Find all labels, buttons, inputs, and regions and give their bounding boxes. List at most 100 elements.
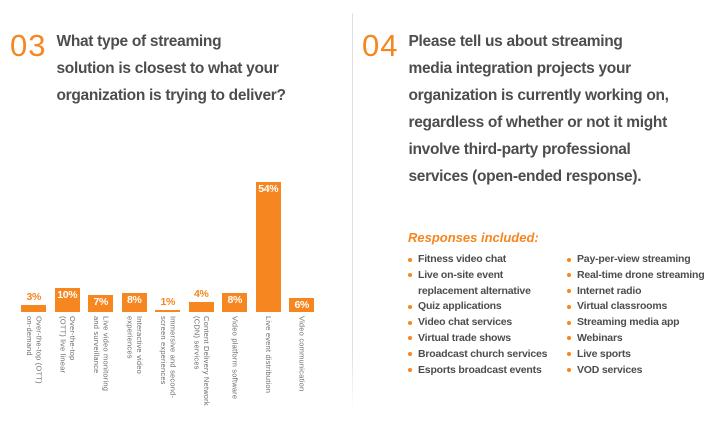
response-item-text: Virtual trade shows	[418, 331, 511, 344]
bar-value-label: 6%	[294, 299, 310, 311]
response-item-text: Esports broadcast events	[418, 363, 542, 376]
bullet-icon	[567, 273, 571, 278]
bar-cell: 3%	[17, 291, 51, 312]
bullet-icon	[408, 336, 412, 341]
question-03-header: 03 What type of streaming solution is cl…	[10, 30, 286, 109]
response-item: Live on-site event replacement alternati…	[408, 268, 567, 300]
bar-8: 54%	[255, 182, 281, 312]
bullet-icon	[408, 368, 412, 373]
bar-cell: 10%	[51, 288, 85, 312]
category-label: Interactive video experiences	[125, 316, 144, 375]
bar-7: 8%	[222, 293, 248, 312]
bullet-icon	[567, 352, 571, 357]
category-label-cell: Video communication	[285, 316, 319, 391]
response-item-text: Video chat services	[418, 316, 513, 329]
bar-3: 7%	[88, 295, 114, 312]
question-04-header: 04 Please tell us about streaming media …	[362, 30, 669, 190]
category-label-cell: Live event distribution	[252, 316, 286, 393]
response-item: Video chat services	[408, 315, 567, 331]
responses-included-label: Responses included:	[408, 230, 539, 245]
response-item-text: Real-time drone streaming	[577, 268, 705, 281]
category-label-cell: Over-the-top (OTT) live linear	[51, 316, 85, 373]
responses-column-2: Pay-per-view streaming Real-time drone st…	[567, 252, 705, 379]
bar-value-label: 8%	[126, 294, 142, 306]
bullet-icon	[408, 273, 412, 278]
response-item-text: Quiz applications	[418, 300, 502, 313]
response-item: Streaming media app	[567, 315, 704, 331]
bar-chart-category-axis: Over-the-top (OTT) on-demand Over-the-top…	[17, 316, 319, 406]
bar-cell: 4%	[185, 288, 219, 312]
response-item-text: Streaming media app	[577, 316, 680, 329]
bullet-icon	[567, 257, 571, 262]
response-item-text: Live sports	[577, 347, 631, 360]
response-item-text: VOD services	[577, 363, 643, 376]
response-item: Quiz applications	[408, 299, 567, 315]
vertical-divider	[352, 13, 353, 411]
bullet-icon	[567, 336, 571, 341]
question-03-text: What type of streaming solution is close…	[56, 33, 286, 104]
response-item: Internet radio	[567, 284, 704, 300]
category-label-cell: Interactive video experiences	[118, 316, 152, 374]
bar-cell: 8%	[218, 293, 252, 312]
category-label: Over-the-top (OTT) live linear	[58, 316, 77, 374]
category-label: Live event distribution	[264, 316, 273, 394]
category-label-cell: Content Delivery Network (CDN) services	[185, 316, 219, 406]
bar-5: 1%	[155, 296, 181, 312]
category-label: Immersive and second- screen experiences	[158, 316, 178, 399]
bar-value-label: 3%	[26, 291, 42, 303]
bar-2: 10%	[54, 288, 80, 312]
category-label: Video platform software	[230, 316, 240, 400]
response-item-text: Fitness video chat	[418, 253, 507, 265]
bar-4: 8%	[121, 293, 147, 312]
bullet-icon	[408, 257, 412, 262]
bullet-icon	[408, 304, 412, 309]
response-item: Webinars	[567, 331, 704, 347]
category-label-cell: Over-the-top (OTT) on-demand	[17, 316, 51, 384]
response-item: Live sports	[567, 347, 704, 363]
category-label-cell: Immersive and second- screen experiences	[151, 316, 185, 398]
bullet-icon	[567, 289, 571, 294]
bullet-icon	[408, 320, 412, 325]
response-item-text: Live on-site event replacement alternati…	[418, 268, 531, 297]
response-item: Real-time drone streaming	[567, 268, 705, 284]
category-label: Content Delivery Network (CDN) services	[192, 316, 211, 406]
bar-value-label: 54%	[258, 183, 279, 195]
response-item-text: Pay-per-view streaming	[577, 253, 691, 265]
category-label-cell: Live video monitoring and surveillance	[84, 316, 118, 391]
bar-cell: 1%	[151, 296, 185, 312]
response-item: Fitness video chat	[408, 252, 567, 268]
bar-value-label: 1%	[160, 296, 176, 308]
category-label: Live video monitoring and surveillance	[91, 316, 111, 392]
question-04-text: Please tell us about streaming media int…	[408, 33, 669, 185]
bullet-icon	[567, 304, 571, 309]
bar-1: 3%	[21, 291, 47, 312]
bar-value-label: 7%	[93, 296, 109, 308]
response-item: VOD services	[567, 363, 704, 379]
response-item: Pay-per-view streaming	[567, 252, 704, 268]
response-item-text: Webinars	[577, 331, 623, 344]
bar-6: 4%	[188, 288, 214, 312]
bar-value-label: 10%	[57, 289, 78, 301]
question-04-number: 04	[362, 28, 399, 63]
bar-cell: 7%	[84, 295, 118, 312]
bar-value-label: 8%	[227, 294, 243, 306]
bullet-icon	[408, 352, 412, 357]
question-03-number: 03	[10, 28, 47, 63]
bar-9: 6%	[289, 298, 315, 312]
response-item: Esports broadcast events	[408, 363, 567, 379]
bar-cell: 6%	[285, 298, 319, 312]
category-label: Video communication	[297, 316, 307, 392]
response-item-text: Virtual classrooms	[577, 300, 668, 313]
response-item: Virtual classrooms	[567, 299, 704, 315]
category-label-cell: Video platform software	[218, 316, 252, 399]
response-item: Virtual trade shows	[408, 331, 567, 347]
bar-value-label: 4%	[193, 288, 209, 300]
bar-chart-plot-area: 3% 10% 7% 8% 1% 4% 8% 54% 6%	[17, 177, 319, 312]
bullet-icon	[567, 320, 571, 325]
bar-cell: 54%	[252, 182, 286, 312]
response-item: Broadcast church services	[408, 347, 567, 363]
bullet-icon	[567, 368, 571, 373]
response-item-text: Broadcast church services	[418, 347, 548, 360]
responses-lists: Fitness video chat Live on-site event rep…	[408, 252, 705, 379]
